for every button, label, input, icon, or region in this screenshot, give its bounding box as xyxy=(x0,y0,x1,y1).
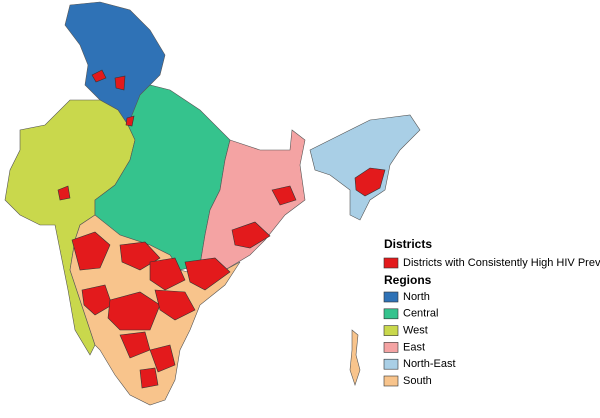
legend-label: West xyxy=(403,325,428,337)
legend-label: East xyxy=(403,341,425,353)
district xyxy=(57,185,71,201)
legend-label: Districts with Consistently High HIV Pre… xyxy=(403,257,600,269)
district xyxy=(81,284,113,316)
legend-swatch xyxy=(383,375,399,387)
legend-swatch xyxy=(383,257,399,269)
district xyxy=(154,289,196,321)
district xyxy=(231,221,271,249)
legend-swatch xyxy=(383,358,399,370)
district xyxy=(149,344,176,373)
legend-label: Central xyxy=(403,308,438,320)
legend-swatch xyxy=(383,308,399,320)
legend: Districts Districts with Consistently Hi… xyxy=(383,237,600,387)
region-north-east xyxy=(309,114,421,221)
legend-heading: Regions xyxy=(384,273,432,287)
district xyxy=(71,231,111,271)
district xyxy=(354,167,386,197)
legend-label: North xyxy=(403,291,430,303)
legend-swatch xyxy=(383,291,399,303)
region-islands xyxy=(349,329,361,386)
legend-heading: Districts xyxy=(384,237,432,251)
legend-group: North Central West East North-East South xyxy=(383,291,456,387)
region-east xyxy=(199,129,306,276)
district xyxy=(114,75,126,91)
legend-swatch xyxy=(383,325,399,336)
legend-label: South xyxy=(403,375,432,387)
district xyxy=(271,185,297,206)
legend-label: North-East xyxy=(403,358,456,370)
district xyxy=(107,291,161,331)
district xyxy=(91,69,107,83)
regions-layer xyxy=(4,1,421,406)
legend-swatch xyxy=(383,342,399,353)
district xyxy=(125,115,135,127)
legend-group: Districts with Consistently High HIV Pre… xyxy=(383,257,600,269)
district xyxy=(139,367,159,389)
district xyxy=(149,257,186,291)
district xyxy=(184,257,231,291)
districts-layer xyxy=(57,69,386,389)
